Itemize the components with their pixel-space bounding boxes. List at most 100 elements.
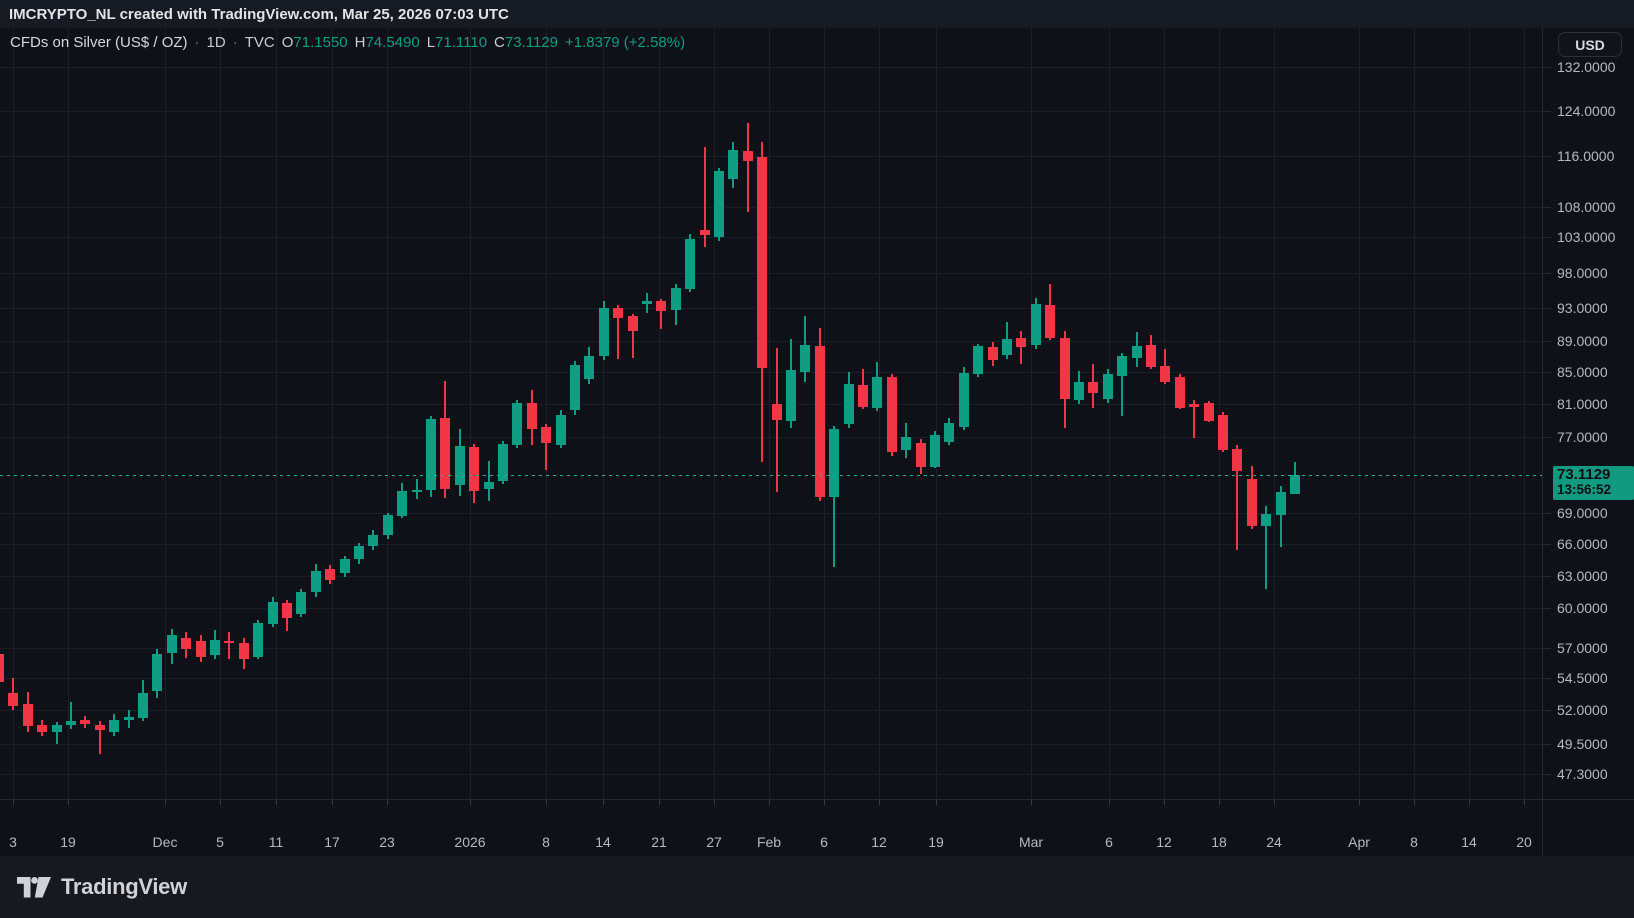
price-axis-label: 108.0000 xyxy=(1557,199,1616,215)
candle-down xyxy=(195,640,206,657)
grid-line-vertical xyxy=(1109,28,1110,799)
candle-up xyxy=(800,344,811,372)
bar-countdown-timer: 13:56:52 xyxy=(1557,481,1612,497)
time-axis-label: 24 xyxy=(1266,834,1282,850)
price-axis-tick xyxy=(1542,372,1551,373)
price-axis[interactable]: USD 73.1129 13:56:52 132.0000 124.0000 116… xyxy=(1542,28,1634,799)
grid-line-horizontal xyxy=(0,608,1542,609)
time-axis-label: Feb xyxy=(756,834,782,850)
candle-wick xyxy=(703,146,706,248)
grid-line-horizontal xyxy=(0,273,1542,274)
change-value: +1.8379 (+2.58%) xyxy=(565,34,686,51)
price-axis-border xyxy=(1542,28,1543,856)
candle-up xyxy=(829,429,840,498)
candle-up xyxy=(1131,346,1142,359)
attribution-bar: IMCRYPTO_NL created with TradingView.com… xyxy=(0,0,1634,28)
candle-up xyxy=(454,446,465,485)
price-axis-label: 49.5000 xyxy=(1557,736,1608,752)
price-axis-tick xyxy=(1542,576,1551,577)
candle-up xyxy=(152,654,163,691)
grid-line-vertical xyxy=(1469,28,1470,799)
price-axis-tick xyxy=(1542,341,1551,342)
price-axis-tick xyxy=(1542,648,1551,649)
time-axis-tick xyxy=(936,800,937,805)
grid-line-vertical xyxy=(470,28,471,799)
candle-down xyxy=(325,569,336,580)
tradingview-logo-link[interactable]: TradingView xyxy=(17,874,187,900)
candle-up xyxy=(397,491,408,516)
time-axis-tick xyxy=(659,800,660,805)
candle-down xyxy=(238,643,249,660)
candle-down xyxy=(1203,403,1214,422)
symbol-legend[interactable]: CFDs on Silver (US$ / OZ) · 1D · TVC O 71… xyxy=(10,34,685,51)
candle-wick xyxy=(660,299,663,330)
candle-up xyxy=(944,423,955,442)
grid-line-vertical xyxy=(387,28,388,799)
grid-line-vertical xyxy=(1219,28,1220,799)
candle-down xyxy=(1189,404,1200,407)
legend-separator: · xyxy=(232,34,238,51)
candle-wick xyxy=(1193,399,1196,439)
candle-down xyxy=(1045,305,1056,338)
candle-up xyxy=(1275,492,1286,515)
candle-down xyxy=(80,719,91,724)
candle-up xyxy=(598,308,609,356)
candle-down xyxy=(1160,366,1171,383)
candle-up xyxy=(339,559,350,574)
time-axis-label: 14 xyxy=(595,834,611,850)
candle-down xyxy=(1232,449,1243,472)
candle-up xyxy=(512,403,523,445)
last-price-dotted-line xyxy=(0,474,1542,476)
candle-up xyxy=(642,301,652,304)
candle-up xyxy=(310,571,321,593)
candle-up xyxy=(253,623,264,657)
candle-down xyxy=(771,404,782,420)
candle-wick xyxy=(98,720,101,755)
candle-down xyxy=(742,151,753,161)
candle-wick xyxy=(1236,444,1239,550)
candle-up xyxy=(123,716,134,720)
candle-up xyxy=(570,365,580,411)
grid-line-horizontal xyxy=(0,513,1542,514)
time-axis-tick xyxy=(1524,800,1525,805)
interval-label: 1D xyxy=(206,34,226,51)
time-axis-tick xyxy=(1469,800,1470,805)
candle-up xyxy=(901,437,912,451)
candle-up xyxy=(685,238,696,290)
candle-up xyxy=(1261,513,1272,527)
currency-usd-button[interactable]: USD xyxy=(1558,32,1622,57)
time-axis-label: 6 xyxy=(820,834,828,850)
price-axis-tick xyxy=(1542,437,1551,438)
grid-line-vertical xyxy=(332,28,333,799)
candle-up xyxy=(973,346,984,375)
time-axis-tick xyxy=(1414,800,1415,805)
time-axis-label: 12 xyxy=(871,834,887,850)
grid-line-horizontal xyxy=(0,774,1542,775)
last-price-label: 73.1129 13:56:52 xyxy=(1553,465,1634,500)
grid-line-horizontal xyxy=(0,648,1542,649)
price-axis-tick xyxy=(1542,608,1551,609)
low-value: L 71.1110 xyxy=(426,34,488,51)
candle-up xyxy=(483,481,494,490)
price-axis-label: 103.0000 xyxy=(1557,229,1616,245)
price-axis-tick xyxy=(1542,308,1551,309)
price-axis-tick xyxy=(1542,111,1551,112)
price-axis-tick xyxy=(1542,404,1551,405)
time-axis[interactable]: 3 19 Dec 5 11 17 23 2026 8 14 21 27 Feb 6 12 19 Mar 6 12 18… xyxy=(0,799,1634,856)
candle-wick xyxy=(1121,353,1124,417)
grid-line-vertical xyxy=(659,28,660,799)
price-axis-label: 124.0000 xyxy=(1557,103,1616,119)
grid-line-vertical xyxy=(1031,28,1032,799)
grid-line-vertical xyxy=(220,28,221,799)
chart-pane[interactable]: CFDs on Silver (US$ / OZ) · 1D · TVC O 71… xyxy=(0,28,1542,799)
candle-down xyxy=(282,603,292,619)
time-axis-tick xyxy=(1219,800,1220,805)
candle-up xyxy=(368,535,379,546)
candle-up xyxy=(138,693,148,719)
price-axis-label: 57.0000 xyxy=(1557,640,1608,656)
candle-down xyxy=(1174,377,1185,408)
time-axis-label: 17 xyxy=(324,834,340,850)
candle-up xyxy=(714,171,724,237)
time-axis-label: 14 xyxy=(1461,834,1477,850)
grid-line-vertical xyxy=(936,28,937,799)
